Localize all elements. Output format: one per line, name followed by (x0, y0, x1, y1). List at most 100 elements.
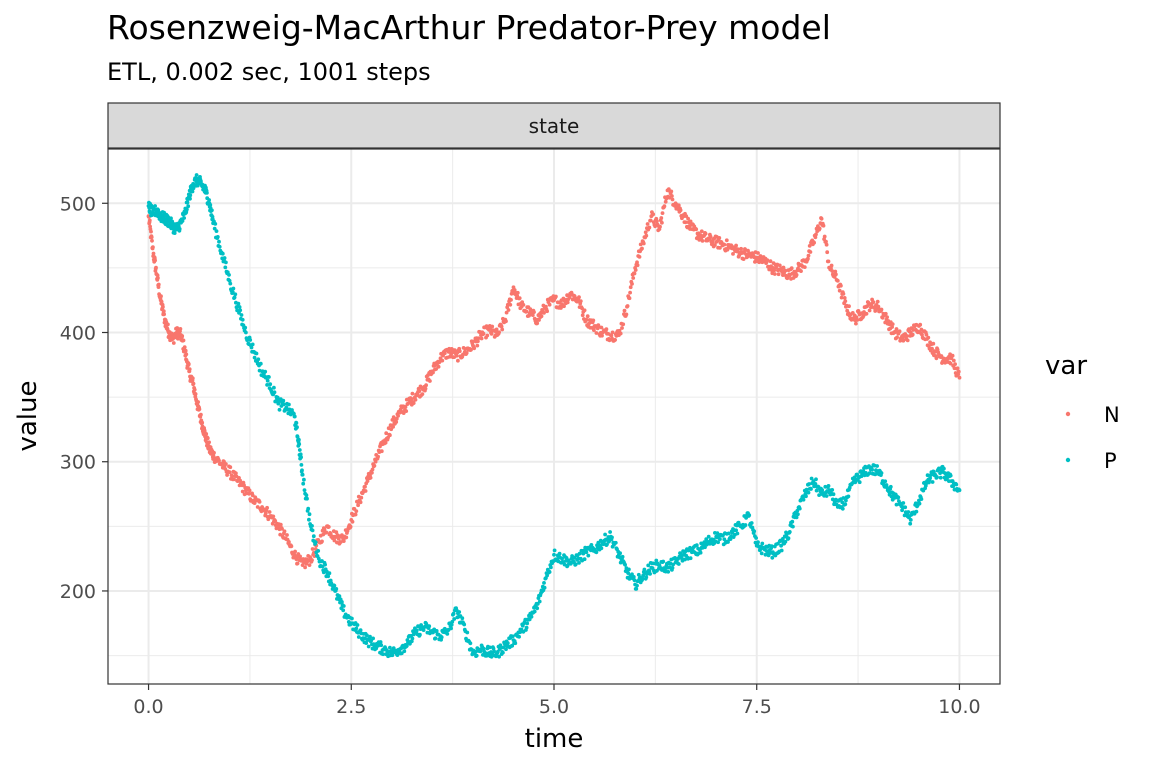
trajectory-dot (824, 239, 828, 244)
trajectory-dot (252, 355, 257, 360)
trajectory-dot (310, 558, 314, 562)
trajectory-dot (240, 489, 245, 494)
trajectory-dot (217, 458, 221, 463)
trajectory-dot (906, 510, 911, 514)
trajectory-dot (867, 308, 872, 313)
trajectory-dot (901, 338, 906, 343)
trajectory-dot (263, 369, 268, 374)
trajectory-dot (479, 336, 484, 341)
trajectory-dot (210, 208, 214, 213)
trajectory-dot (542, 585, 547, 590)
trajectory-dot (783, 268, 788, 273)
trajectory-dot (451, 611, 456, 616)
trajectory-dot (202, 429, 207, 433)
trajectory-dot (926, 335, 931, 340)
data-point (268, 382, 273, 387)
y-tick-label: 400 (60, 323, 96, 345)
trajectory-dot (567, 295, 572, 300)
trajectory-dot (640, 246, 644, 251)
trajectory-dot (955, 366, 960, 371)
trajectory-dot (631, 575, 636, 579)
trajectory-dot (149, 229, 153, 234)
trajectory-dot (368, 634, 372, 639)
trajectory-dot (213, 222, 218, 226)
trajectory-dot (338, 540, 343, 544)
trajectory-dot (299, 455, 303, 460)
trajectory-dot (525, 621, 530, 626)
trajectory-dot (604, 327, 609, 332)
trajectory-dot (694, 227, 699, 232)
trajectory-dot (708, 234, 713, 239)
trajectory-dot (497, 654, 501, 659)
trajectory-dot (383, 440, 388, 445)
trajectory-dot (509, 298, 513, 302)
trajectory-dot (822, 234, 827, 239)
trajectory-dot (918, 322, 923, 327)
trajectory-dot (310, 528, 315, 533)
trajectory-dot (894, 502, 899, 507)
trajectory-dot (630, 282, 634, 286)
data-point (316, 556, 321, 561)
trajectory-dot (236, 301, 241, 306)
trajectory-dot (171, 341, 176, 345)
trajectory-dot (794, 273, 799, 277)
trajectory-dot (151, 251, 156, 256)
trajectory-dot (804, 494, 808, 499)
trajectory-dot (759, 551, 764, 556)
trajectory-dot (191, 381, 196, 386)
trajectory-dot (364, 641, 369, 645)
trajectory-dot (888, 484, 893, 489)
trajectory-dot (510, 634, 515, 639)
trajectory-dot (402, 649, 407, 654)
y-tick-label: 500 (60, 193, 96, 215)
trajectory-dot (327, 571, 332, 576)
trajectory-dot (517, 296, 522, 300)
trajectory-dot (537, 599, 542, 604)
trajectory-dot (743, 523, 748, 527)
trajectory-dot (196, 400, 201, 404)
trajectory-dot (599, 325, 604, 330)
trajectory-dot (807, 482, 811, 486)
trajectory-dot (830, 488, 835, 492)
trajectory-dot (301, 481, 306, 486)
trajectory-dot (247, 491, 251, 496)
trajectory-dot (647, 225, 652, 230)
trajectory-dot (577, 295, 581, 300)
trajectory-dot (547, 570, 552, 574)
trajectory-dot (334, 530, 339, 535)
trajectory-dot (271, 514, 276, 519)
trajectory-dot (374, 646, 379, 651)
trajectory-dot (806, 253, 811, 258)
trajectory-dot (186, 204, 191, 209)
trajectory-dot (154, 265, 158, 270)
trajectory-dot (613, 540, 618, 545)
trajectory-dot (953, 362, 957, 366)
trajectory-dot (591, 318, 596, 323)
trajectory-dot (769, 544, 774, 549)
trajectory-dot (341, 539, 346, 543)
trajectory-dot (348, 524, 353, 529)
trajectory-dot (770, 555, 775, 560)
trajectory-dot (267, 375, 271, 379)
trajectory-dot (207, 440, 212, 445)
data-point (957, 375, 962, 380)
trajectory-dot (903, 505, 908, 510)
trajectory-dot (554, 294, 558, 299)
trajectory-dot (192, 387, 197, 392)
trajectory-dot (287, 402, 291, 407)
trajectory-dot (332, 583, 337, 588)
trajectory-dot (809, 487, 813, 491)
trajectory-dot (610, 330, 615, 335)
trajectory-dot (184, 352, 189, 357)
trajectory-dot (340, 600, 344, 604)
trajectory-dot (683, 220, 688, 225)
trajectory-dot (670, 194, 674, 198)
trajectory-dot (843, 502, 848, 507)
trajectory-dot (925, 473, 930, 478)
trajectory-dot (928, 476, 932, 480)
trajectory-dot (472, 346, 477, 351)
trajectory-dot (623, 562, 627, 567)
trajectory-dot (688, 556, 693, 561)
trajectory-dot (474, 653, 479, 658)
